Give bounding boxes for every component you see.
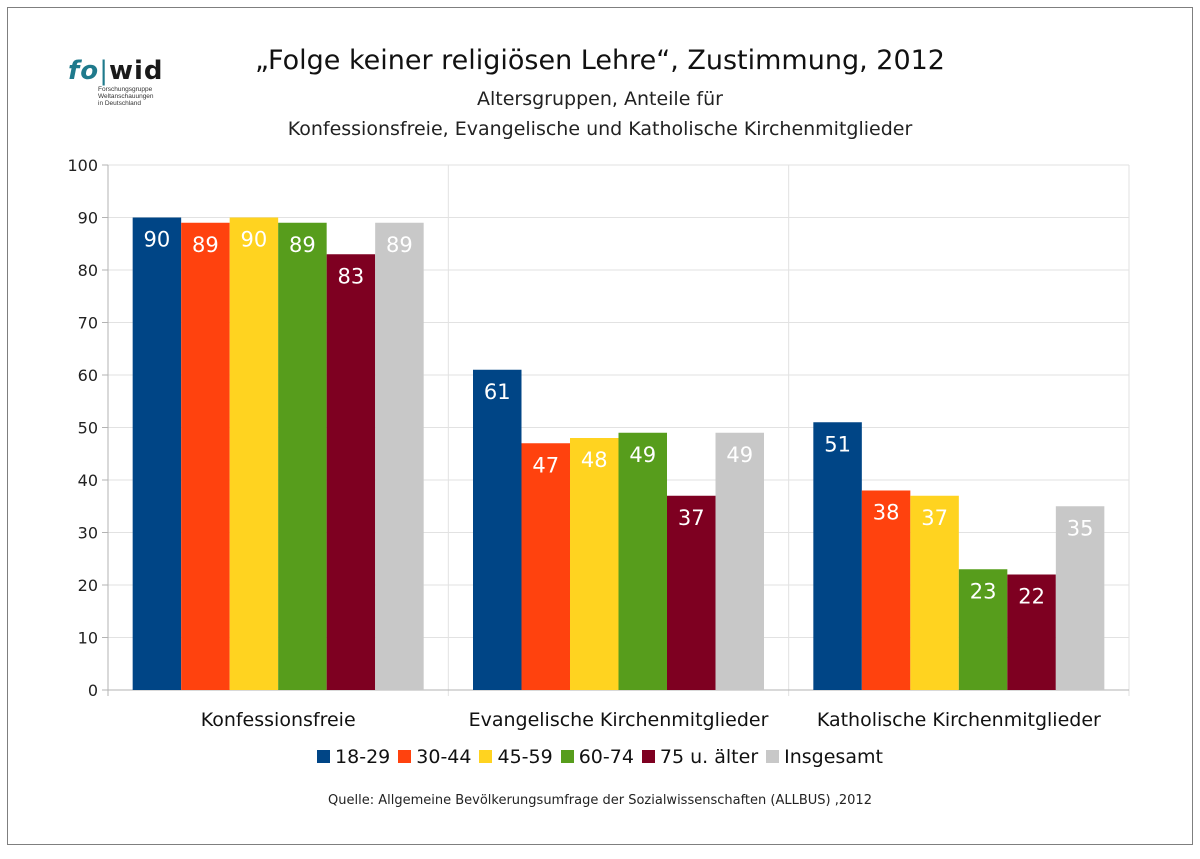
legend-swatch (560, 750, 574, 763)
logo-sub-line: in Deutschland (98, 100, 141, 107)
bar-value-label: 48 (581, 448, 608, 472)
legend-label: 30-44 (416, 746, 472, 768)
logo-sub-line: Forschungsgruppe (98, 86, 153, 93)
bar-value-label: 23 (970, 579, 997, 603)
y-tick-label: 0 (88, 681, 98, 700)
legend-label: 60-74 (578, 746, 634, 768)
chart-title: „Folge keiner religiösen Lehre“, Zustimm… (255, 45, 945, 76)
legend-item: Insgesamt (766, 746, 883, 768)
bar (473, 369, 522, 690)
bar (618, 432, 667, 690)
logo-subtitle: Forschungsgruppe Weltanschauungen in Deu… (98, 86, 188, 107)
bar-value-label: 47 (532, 453, 559, 477)
y-tick-label: 80 (78, 261, 98, 280)
logo-wid: wid (108, 56, 164, 86)
legend-label: 18-29 (335, 746, 391, 768)
bar-value-label: 38 (873, 501, 900, 525)
bar (181, 222, 230, 690)
chart-subtitle-line2: Konfessionsfreie, Evangelische und Katho… (287, 118, 913, 140)
bar (278, 222, 327, 690)
legend-label: 45-59 (497, 746, 553, 768)
logo-fo: fo (68, 56, 100, 86)
legend-item: 60-74 (560, 746, 634, 768)
bar-value-label: 37 (678, 506, 705, 530)
legend-label: Insgesamt (784, 746, 883, 768)
bar-value-label: 49 (726, 443, 753, 467)
bar (1007, 574, 1056, 690)
chart-legend: 18-29 30-44 45-59 60-74 75 u. älter Insgesamt (0, 746, 1200, 768)
bar (813, 422, 862, 690)
y-tick-label: 90 (78, 209, 98, 228)
legend-item: 18-29 (317, 746, 390, 768)
bar-value-label: 37 (921, 506, 948, 530)
bar (375, 222, 424, 690)
bar (229, 217, 279, 690)
legend-item: 75 u. älter (641, 746, 759, 768)
fowid-logo: fo|wid Forschungsgruppe Weltanschauungen… (68, 57, 178, 117)
y-tick-label: 50 (78, 419, 98, 438)
bar (667, 495, 716, 690)
bar-value-label: 90 (144, 228, 171, 252)
bar (1055, 506, 1105, 690)
legend-swatch (641, 750, 655, 763)
legend-swatch (398, 750, 412, 763)
y-tick-label: 100 (67, 156, 98, 175)
bar-value-label: 83 (338, 264, 365, 288)
y-tick-label: 60 (78, 366, 98, 385)
y-tick-label: 70 (78, 314, 98, 333)
bar (570, 438, 619, 690)
bar-value-label: 89 (289, 233, 316, 257)
legend-swatch (766, 750, 780, 763)
bar-value-label: 35 (1067, 516, 1094, 540)
y-tick-label: 30 (78, 524, 98, 543)
legend-label: 75 u. älter (659, 746, 759, 768)
bar (958, 569, 1008, 690)
y-tick-label: 20 (78, 576, 98, 595)
bar-value-label: 49 (629, 443, 656, 467)
bar (910, 495, 959, 690)
logo-sub-line: Weltanschauungen (98, 93, 154, 100)
bar (715, 432, 764, 690)
legend-swatch (479, 750, 493, 763)
logo-wordmark: fo|wid (68, 56, 164, 86)
bar-value-label: 90 (241, 228, 268, 252)
bar (521, 443, 570, 690)
bar-value-label: 89 (192, 233, 219, 257)
bar (132, 217, 182, 690)
category-label: Katholische Kirchenmitglieder (817, 709, 1101, 731)
y-tick-label: 40 (78, 471, 98, 490)
bar-value-label: 61 (484, 380, 511, 404)
legend-item: 30-44 (398, 746, 471, 768)
bar-value-label: 22 (1018, 585, 1045, 609)
bar-value-label: 51 (824, 432, 851, 456)
bar (326, 254, 376, 690)
category-label: Konfessionsfreie (201, 709, 356, 731)
chart-subtitle-line1: Altersgruppen, Anteile für (477, 88, 723, 110)
bar (861, 490, 911, 690)
legend-item: 45-59 (479, 746, 553, 768)
bar-value-label: 89 (386, 233, 413, 257)
category-label: Evangelische Kirchenmitglieder (469, 709, 769, 731)
legend-swatch (317, 750, 331, 763)
y-tick-label: 10 (78, 629, 98, 648)
source-note: Quelle: Allgemeine Bevölkerungsumfrage d… (328, 793, 872, 808)
